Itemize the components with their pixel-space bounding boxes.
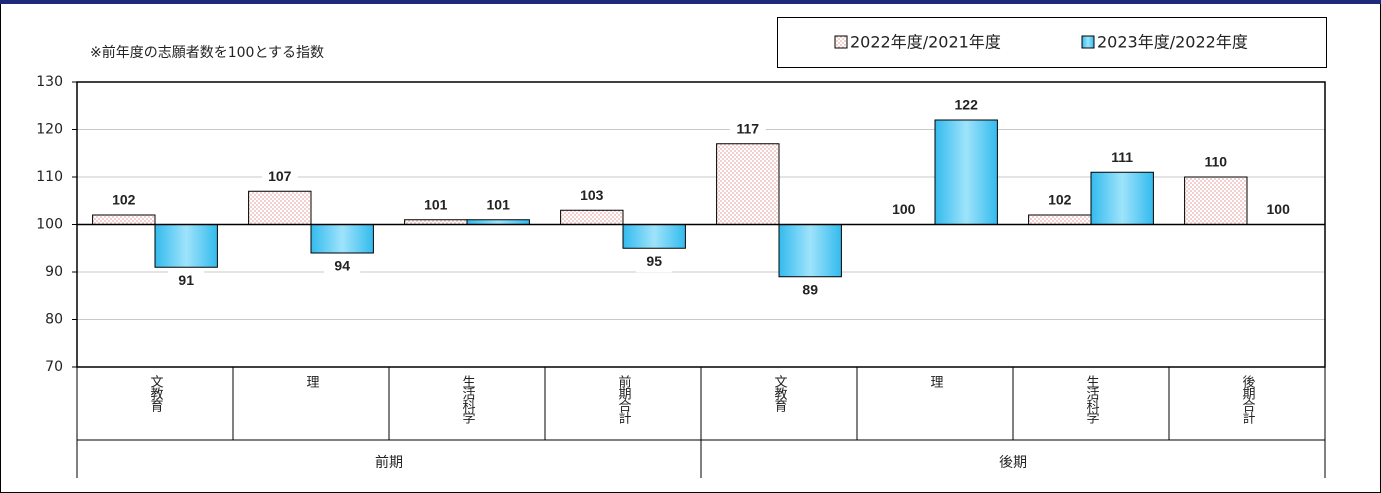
legend-label: 2023年度/2022年度 [1097,33,1248,52]
label-bg [573,186,610,207]
label-bg [1104,148,1141,169]
label-bg [324,257,361,277]
label-bg [948,96,985,116]
x-tick-label: 文教育 [148,375,164,413]
top-band [0,0,1381,4]
label-bg [792,280,829,301]
label-bg [417,195,454,216]
label-bg [636,252,673,273]
x-tick-label: 理 [304,375,320,387]
bar [1028,214,1092,225]
y-tick-label: 70 [45,359,63,375]
bar [934,119,998,225]
data-label: 103 [580,187,604,203]
data-label: 122 [955,97,979,113]
label-bg [261,167,298,188]
label-bg [105,191,142,211]
label-bg [1041,191,1078,211]
bar [1090,171,1154,225]
bar [310,224,374,254]
data-label: 100 [1267,201,1291,217]
bar [778,224,842,278]
y-tick-label: 100 [36,217,63,233]
y-tick-label: 90 [45,264,63,280]
data-label: 101 [487,196,511,212]
y-tick-label: 120 [36,122,63,138]
subtitle: ※前年度の志願者数を100とする指数 [90,44,324,61]
data-label: 89 [802,281,818,297]
group-label: 後期 [999,455,1027,471]
label-bg [1197,153,1234,173]
data-label: 101 [424,196,448,212]
y-tick-label: 130 [36,74,63,90]
data-label: 100 [892,201,916,217]
bar [1184,176,1248,225]
data-label: 117 [737,120,760,136]
x-tick-label: 前期合計 [616,374,632,424]
data-label: 94 [334,258,350,274]
bar [154,224,218,268]
y-tick-label: 80 [45,312,63,328]
bar [622,224,686,249]
x-tick-label: 理 [928,375,944,387]
bar [716,143,780,225]
data-label: 102 [112,192,136,208]
legend [777,17,1327,68]
y-tick-label: 110 [36,169,63,185]
x-tick-label: 後期合計 [1240,375,1256,424]
x-tick-label: 文教育 [772,375,788,413]
label-bg [885,200,922,221]
label-bg [1260,200,1297,221]
bar [92,214,156,225]
group-label: 前期 [375,454,403,471]
data-label: 91 [178,272,194,288]
legend-swatch [1081,35,1095,49]
data-label: 102 [1048,192,1072,208]
data-label: 111 [1111,149,1133,165]
bar [560,209,624,225]
label-bg [729,119,766,140]
x-tick-label: 生活科学 [1084,375,1100,424]
legend-swatch [834,35,848,49]
bar [248,190,312,225]
label-bg [480,195,517,216]
legend-label: 2022年度/2021年度 [850,33,1001,52]
data-label: 107 [268,168,292,184]
data-label: 95 [646,253,662,269]
x-tick-label: 生活科学 [460,375,476,424]
label-bg [168,271,205,292]
data-label: 110 [1205,154,1228,170]
